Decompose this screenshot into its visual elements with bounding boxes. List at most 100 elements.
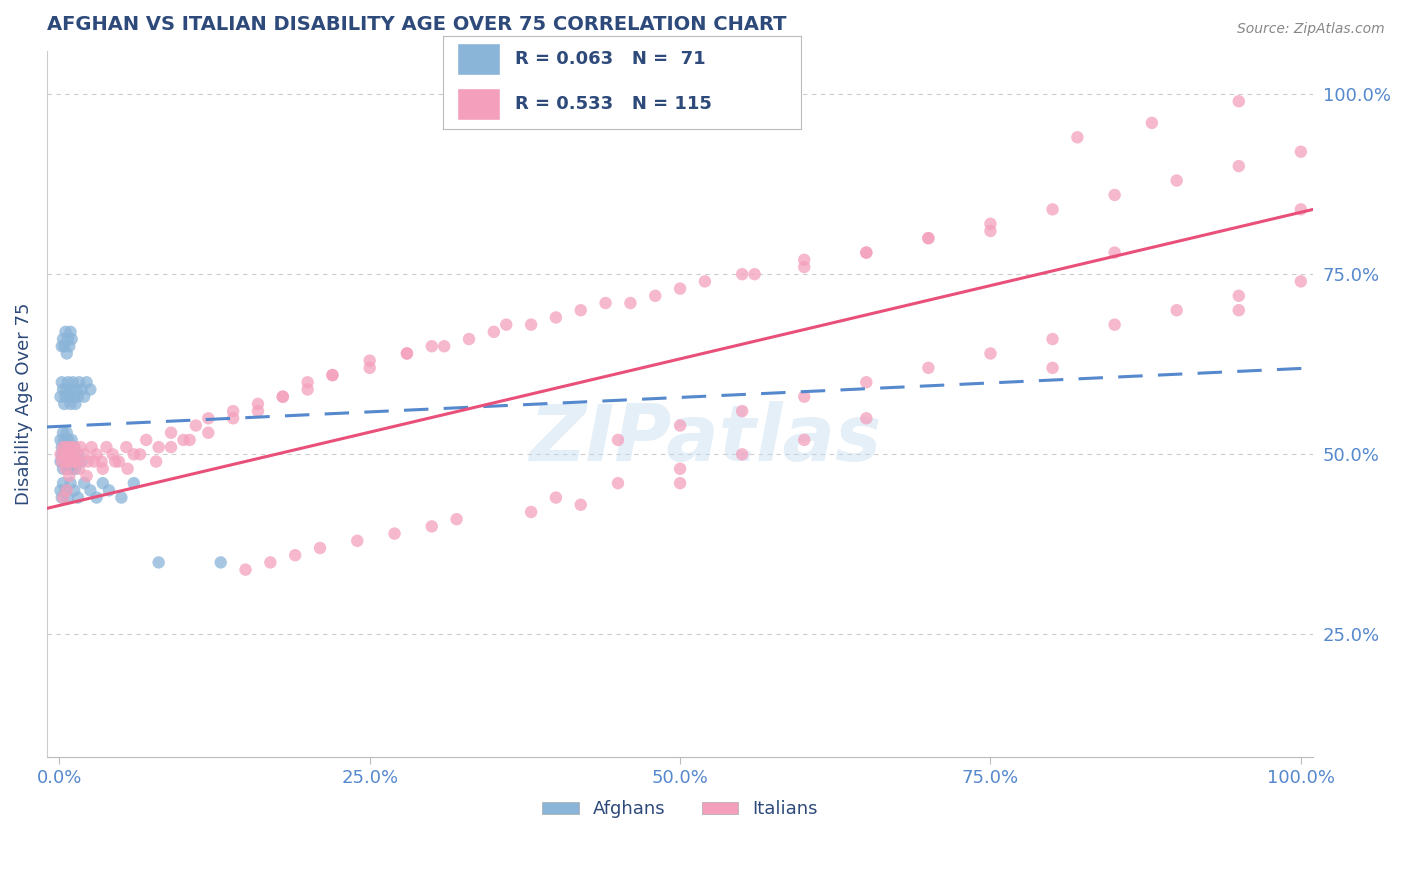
Point (53, 339, 76, 353)
Point (569, 498, 592, 512)
Point (53, 433, 76, 447)
Text: R = 0.533   N = 115: R = 0.533 N = 115 (515, 95, 711, 113)
Point (222, 411, 245, 425)
Y-axis label: Disability Age Over 75: Disability Age Over 75 (15, 302, 32, 505)
Point (793, 260, 815, 274)
Point (619, 296, 641, 310)
Point (91, 476, 114, 491)
Point (1104, 188, 1126, 202)
Point (669, 461, 692, 475)
Point (148, 440, 170, 454)
Point (59, 476, 82, 491)
Point (495, 318, 517, 332)
Point (104, 454, 127, 468)
Point (56, 461, 79, 475)
Point (55, 454, 77, 468)
Point (297, 383, 319, 397)
Point (122, 447, 145, 461)
Point (86, 491, 108, 505)
Point (101, 447, 124, 461)
Point (58, 440, 80, 454)
Point (433, 339, 456, 353)
Point (79, 483, 101, 498)
Point (179, 433, 201, 447)
Point (129, 447, 152, 461)
Point (59, 397, 82, 411)
Point (607, 433, 630, 447)
Point (917, 231, 939, 245)
Point (148, 556, 170, 570)
Point (1104, 245, 1126, 260)
Point (49, 447, 72, 461)
Point (184, 418, 207, 433)
Point (62, 454, 84, 468)
Point (1104, 318, 1126, 332)
Point (58, 339, 80, 353)
Point (1227, 289, 1250, 303)
Point (55, 346, 77, 360)
Point (855, 376, 877, 390)
Point (855, 245, 877, 260)
Point (110, 491, 132, 505)
Point (49, 454, 72, 468)
Point (52, 476, 75, 491)
Point (108, 454, 131, 468)
Point (160, 440, 183, 454)
Point (115, 440, 138, 454)
Point (70, 454, 93, 468)
Point (52, 440, 75, 454)
Point (172, 433, 194, 447)
Point (259, 556, 281, 570)
Point (60, 383, 83, 397)
Point (60, 447, 83, 461)
Point (52, 383, 75, 397)
Point (55, 447, 77, 461)
Point (51, 376, 73, 390)
Point (793, 252, 815, 267)
Text: R = 0.063   N =  71: R = 0.063 N = 71 (515, 50, 706, 68)
Point (62, 454, 84, 468)
Point (67, 376, 90, 390)
Point (117, 461, 139, 475)
Point (55, 390, 77, 404)
Point (56, 332, 79, 346)
Point (51, 447, 73, 461)
FancyBboxPatch shape (457, 88, 501, 120)
Point (979, 217, 1001, 231)
Point (65, 461, 87, 475)
Point (52, 491, 75, 505)
Point (62, 376, 84, 390)
Point (458, 332, 481, 346)
Point (58, 390, 80, 404)
Point (346, 533, 368, 548)
Point (60, 461, 83, 475)
Point (55, 383, 77, 397)
Point (53, 397, 76, 411)
Point (53, 447, 76, 461)
Point (197, 411, 219, 425)
Point (544, 310, 567, 325)
Point (284, 548, 307, 562)
Point (90, 454, 112, 468)
Point (1166, 173, 1188, 187)
Point (359, 360, 381, 375)
Point (60, 332, 83, 346)
Point (51, 491, 73, 505)
Point (145, 454, 167, 468)
Point (86, 447, 108, 461)
Point (1227, 95, 1250, 109)
Text: AFGHAN VS ITALIAN DISABILITY AGE OVER 75 CORRELATION CHART: AFGHAN VS ITALIAN DISABILITY AGE OVER 75… (46, 15, 786, 34)
Point (1042, 332, 1064, 346)
Point (70, 383, 93, 397)
Point (66, 383, 89, 397)
Point (73, 390, 96, 404)
Point (66, 454, 89, 468)
Point (63, 390, 86, 404)
Point (56, 447, 79, 461)
Point (63, 483, 86, 498)
Point (52, 332, 75, 346)
Text: Source: ZipAtlas.com: Source: ZipAtlas.com (1237, 22, 1385, 37)
Point (607, 476, 630, 491)
Point (55, 454, 77, 468)
Point (520, 505, 543, 519)
